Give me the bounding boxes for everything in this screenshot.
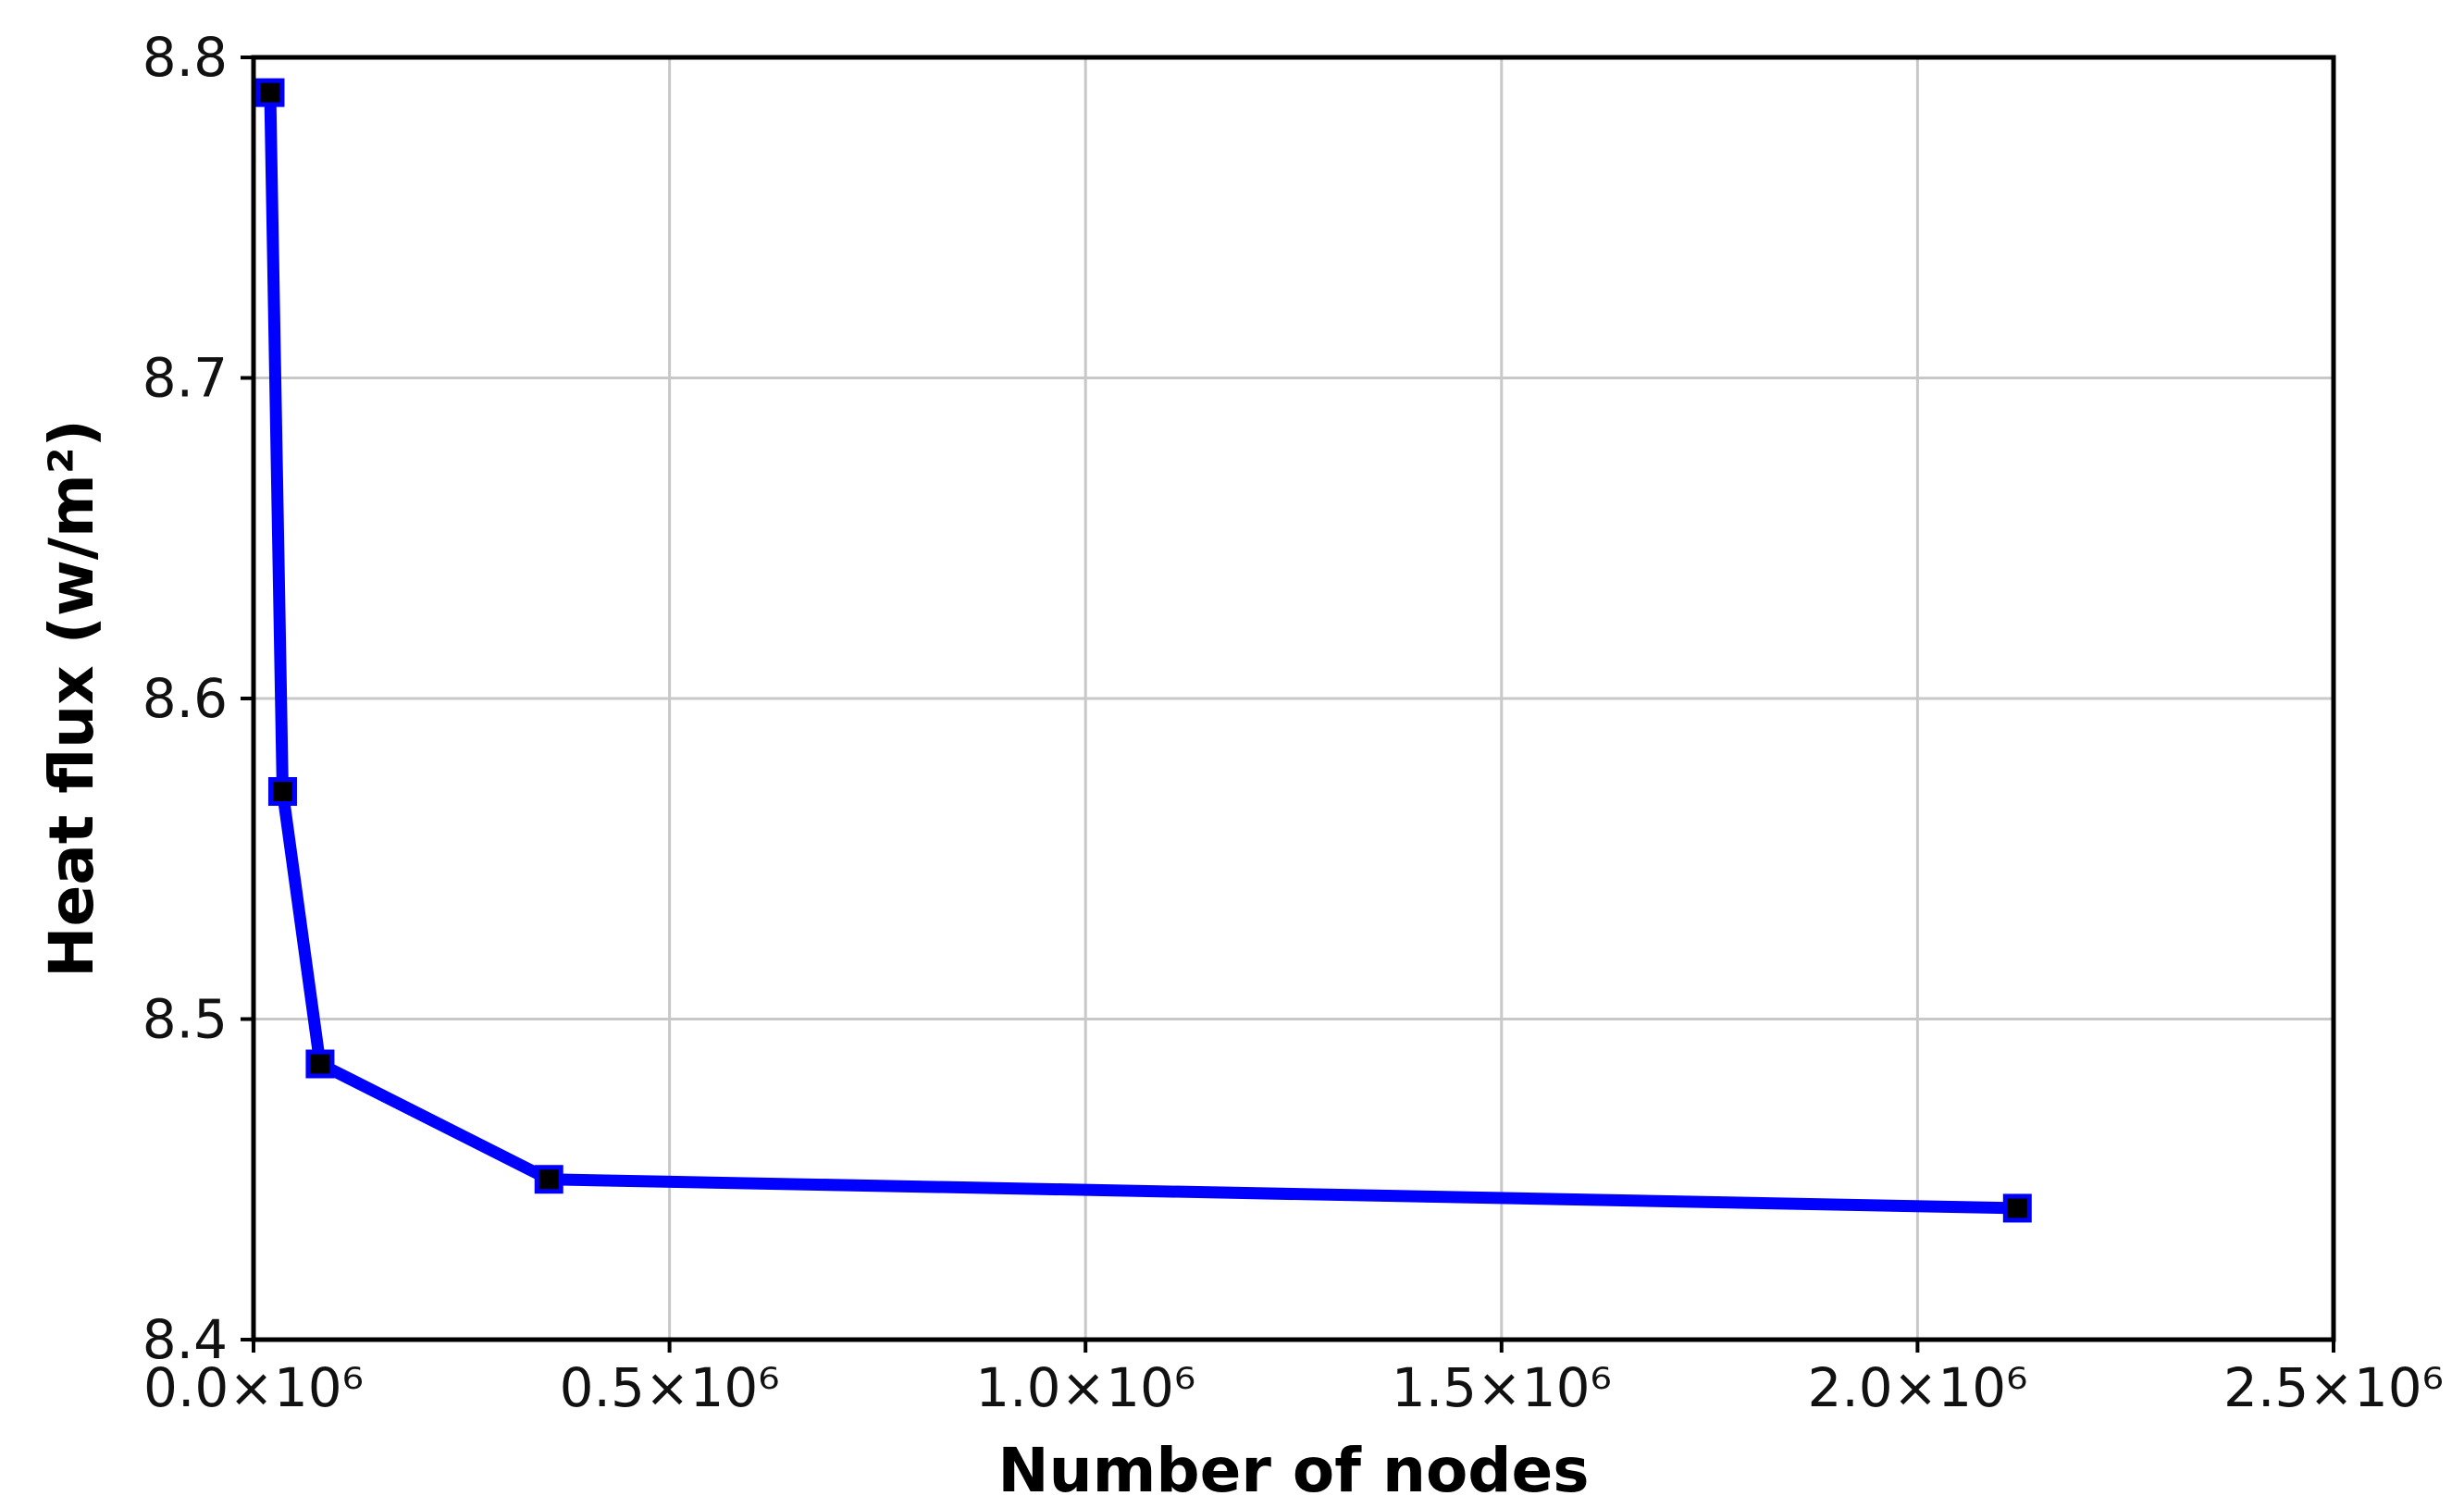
- data-point-marker: [267, 776, 297, 806]
- y-tick-label: 8.4: [142, 1308, 228, 1371]
- y-tick-label: 8.5: [142, 988, 228, 1051]
- x-tick-label: 1.0×10⁶: [975, 1356, 1195, 1419]
- series-line: [264, 86, 2024, 1215]
- x-axis-title: Number of nodes: [997, 1435, 1589, 1506]
- y-axis-title: Heat flux (w/m²): [36, 419, 107, 978]
- data-point-marker: [534, 1165, 563, 1194]
- y-tick-label: 8.8: [142, 26, 228, 89]
- grid-layer: [252, 56, 2335, 1341]
- y-tick-label: 8.7: [142, 347, 228, 410]
- series-layer: [255, 78, 2032, 1223]
- tick-layer: 0.0×10⁶ 0.5×10⁶ 1.0×10⁶ 1.5×10⁶ 2.0×10⁶ 2.5×1…: [142, 26, 2444, 1419]
- data-point-marker: [305, 1049, 335, 1079]
- data-point-marker: [255, 78, 285, 107]
- data-point-marker: [2002, 1193, 2032, 1223]
- y-tick-label: 8.6: [142, 667, 228, 730]
- x-tick-label: 1.5×10⁶: [1392, 1356, 1612, 1419]
- x-tick-label: 2.5×10⁶: [2223, 1356, 2444, 1419]
- x-tick-label: 2.0×10⁶: [1807, 1356, 2027, 1419]
- x-tick-label: 0.0×10⁶: [143, 1356, 364, 1419]
- x-tick-label: 0.5×10⁶: [560, 1356, 780, 1419]
